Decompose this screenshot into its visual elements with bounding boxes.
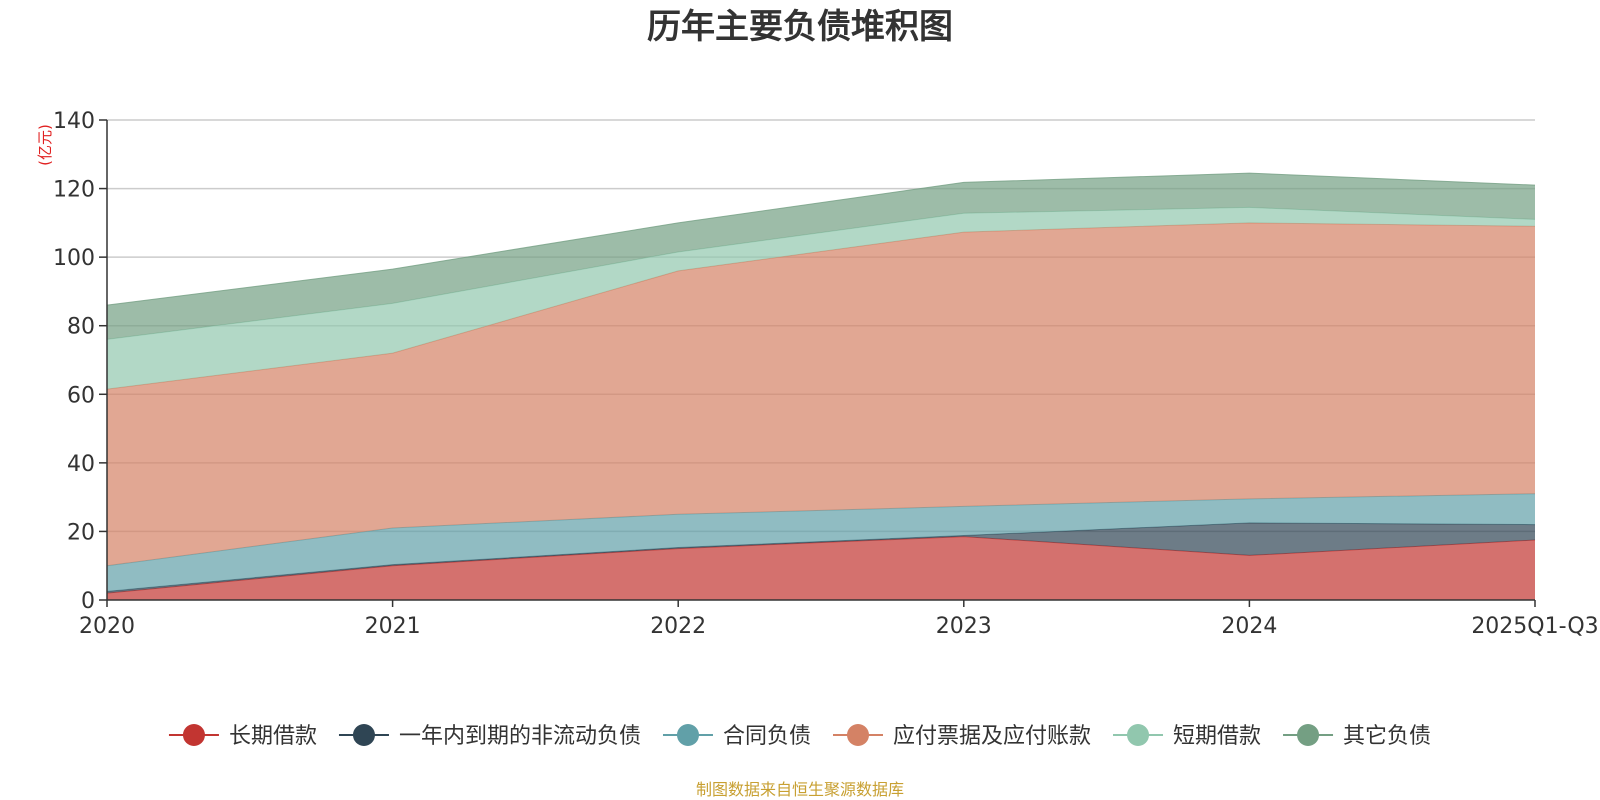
- legend-label: 一年内到期的非流动负债: [399, 724, 641, 749]
- x-axis-ticks: 2020 2021 2022 2023 2024 2025Q1-Q3: [79, 600, 1599, 639]
- legend-label: 短期借款: [1173, 724, 1261, 749]
- chart-title: 历年主要负债堆积图: [647, 7, 953, 47]
- y-axis-unit-label: (亿元): [36, 124, 54, 166]
- legend-label: 长期借款: [229, 724, 317, 749]
- y-tick-label: 0: [81, 589, 95, 614]
- data-source-note: 制图数据来自恒生聚源数据库: [696, 780, 904, 799]
- x-tick-label: 2025Q1-Q3: [1471, 614, 1598, 639]
- legend-item[interactable]: 长期借款: [168, 724, 317, 749]
- legend-item[interactable]: 合同负债: [662, 724, 811, 749]
- area-series: [107, 493, 1535, 592]
- legend-item[interactable]: 应付票据及应付账款: [833, 724, 1091, 749]
- area-series: [107, 536, 1535, 600]
- legend-marker-icon: [352, 724, 375, 746]
- y-tick-label: 100: [53, 246, 95, 271]
- y-tick-label: 140: [53, 109, 95, 134]
- y-axis-ticks: 0 20 40 60 80 100 120 140: [53, 109, 107, 614]
- legend-item[interactable]: 短期借款: [1113, 724, 1261, 749]
- y-tick-label: 120: [53, 178, 95, 203]
- legend-marker-icon: [676, 724, 699, 746]
- x-tick-label: 2024: [1221, 614, 1277, 639]
- y-tick-label: 20: [67, 520, 95, 545]
- area-series: [107, 173, 1535, 340]
- legend-item[interactable]: 一年内到期的非流动负债: [338, 724, 641, 749]
- legend-label: 应付票据及应付账款: [893, 724, 1091, 749]
- x-tick-label: 2020: [79, 614, 135, 639]
- legend-marker-icon: [1297, 724, 1320, 746]
- legend-label: 合同负债: [723, 724, 811, 749]
- legend-marker-icon: [847, 724, 869, 746]
- area-series: [107, 522, 1535, 594]
- x-tick-label: 2023: [936, 614, 992, 639]
- legend-marker-icon: [182, 724, 205, 746]
- legend-marker-icon: [1127, 724, 1150, 746]
- y-tick-label: 40: [67, 452, 95, 477]
- x-tick-label: 2022: [650, 614, 706, 639]
- area-series-group: [106, 172, 1536, 600]
- area-series: [107, 207, 1535, 390]
- legend: 长期借款 一年内到期的非流动负债 合同负债 应付票据及应付账款 短期借款 其它负债: [168, 724, 1431, 749]
- axes: [106, 120, 1535, 601]
- legend-label: 其它负债: [1343, 724, 1431, 749]
- y-tick-label: 80: [67, 315, 95, 340]
- area-series-line: [106, 172, 1536, 306]
- y-tick-label: 60: [67, 383, 95, 408]
- legend-item[interactable]: 其它负债: [1283, 724, 1431, 749]
- x-tick-label: 2021: [365, 614, 421, 639]
- area-series: [107, 222, 1535, 566]
